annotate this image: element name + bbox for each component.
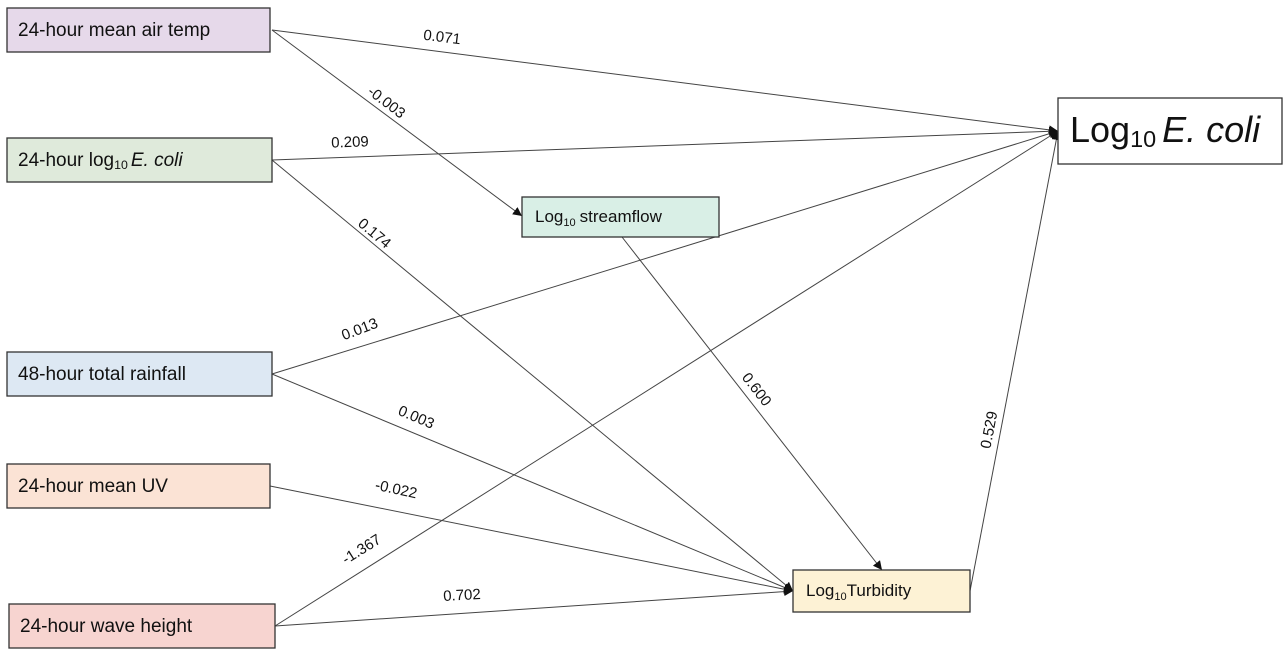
edge [274, 587, 794, 627]
node-label: 24-hour mean air temp [18, 20, 210, 41]
edge [969, 130, 1061, 592]
node-box [1057, 97, 1283, 165]
edge-label: 0.209 [331, 133, 369, 151]
node-label: 24-hour mean UV [18, 476, 168, 497]
node-box [792, 569, 971, 613]
label-part: 10 [114, 158, 128, 172]
node-label: 24-hour log10 E. coli [18, 150, 183, 172]
edge-label: -0.003 [364, 83, 408, 122]
node-box [6, 137, 273, 183]
label-part: 10 [1130, 126, 1156, 152]
edge-label: 0.529 [978, 410, 1002, 450]
edge [271, 29, 523, 217]
label-part: Log [1070, 109, 1130, 150]
edge-label: -0.022 [374, 477, 419, 502]
label-part: 10 [834, 591, 846, 603]
edge [271, 126, 1059, 161]
edge-label: -1.367 [339, 531, 384, 568]
label-part: 48-hour total rainfall [18, 364, 186, 385]
label-part: Log [806, 581, 834, 600]
nodes: 24-hour mean air temp 24-hour log10 E. co… [6, 7, 1283, 649]
label-part: 24-hour wave height [20, 616, 193, 637]
edge [271, 159, 794, 592]
edge-label: 0.600 [738, 370, 775, 410]
edge [621, 236, 883, 571]
label-part: streamflow [580, 207, 663, 226]
node-label: Log10Turbidity [806, 581, 912, 602]
node-box [6, 463, 271, 509]
edge-label: 0.013 [339, 315, 380, 344]
label-part: Turbidity [847, 581, 912, 600]
node-label: 48-hour total rainfall [18, 364, 186, 385]
label-part: Log [535, 207, 563, 226]
label-part: E. coli [131, 150, 184, 171]
node-box [6, 351, 273, 397]
label-part: 24-hour log [18, 150, 114, 171]
node-label: 24-hour wave height [20, 616, 193, 637]
node-label: Log10 streamflow [535, 207, 663, 228]
node-label: Log10 E. coli [1070, 109, 1261, 153]
label-part: E. coli [1162, 109, 1261, 150]
edge [271, 373, 794, 592]
node-box [8, 603, 276, 649]
edge-label: 0.071 [422, 27, 461, 48]
edge [274, 130, 1059, 627]
edge [271, 129, 1059, 375]
label-part: 24-hour mean air temp [18, 20, 210, 41]
edge [269, 485, 794, 594]
edge [271, 29, 1059, 135]
node-box [521, 196, 720, 238]
edge-label: 0.702 [443, 586, 481, 605]
label-part: 10 [563, 217, 575, 229]
label-part: 24-hour mean UV [18, 476, 168, 497]
node-box [6, 7, 271, 53]
edges [269, 29, 1061, 627]
